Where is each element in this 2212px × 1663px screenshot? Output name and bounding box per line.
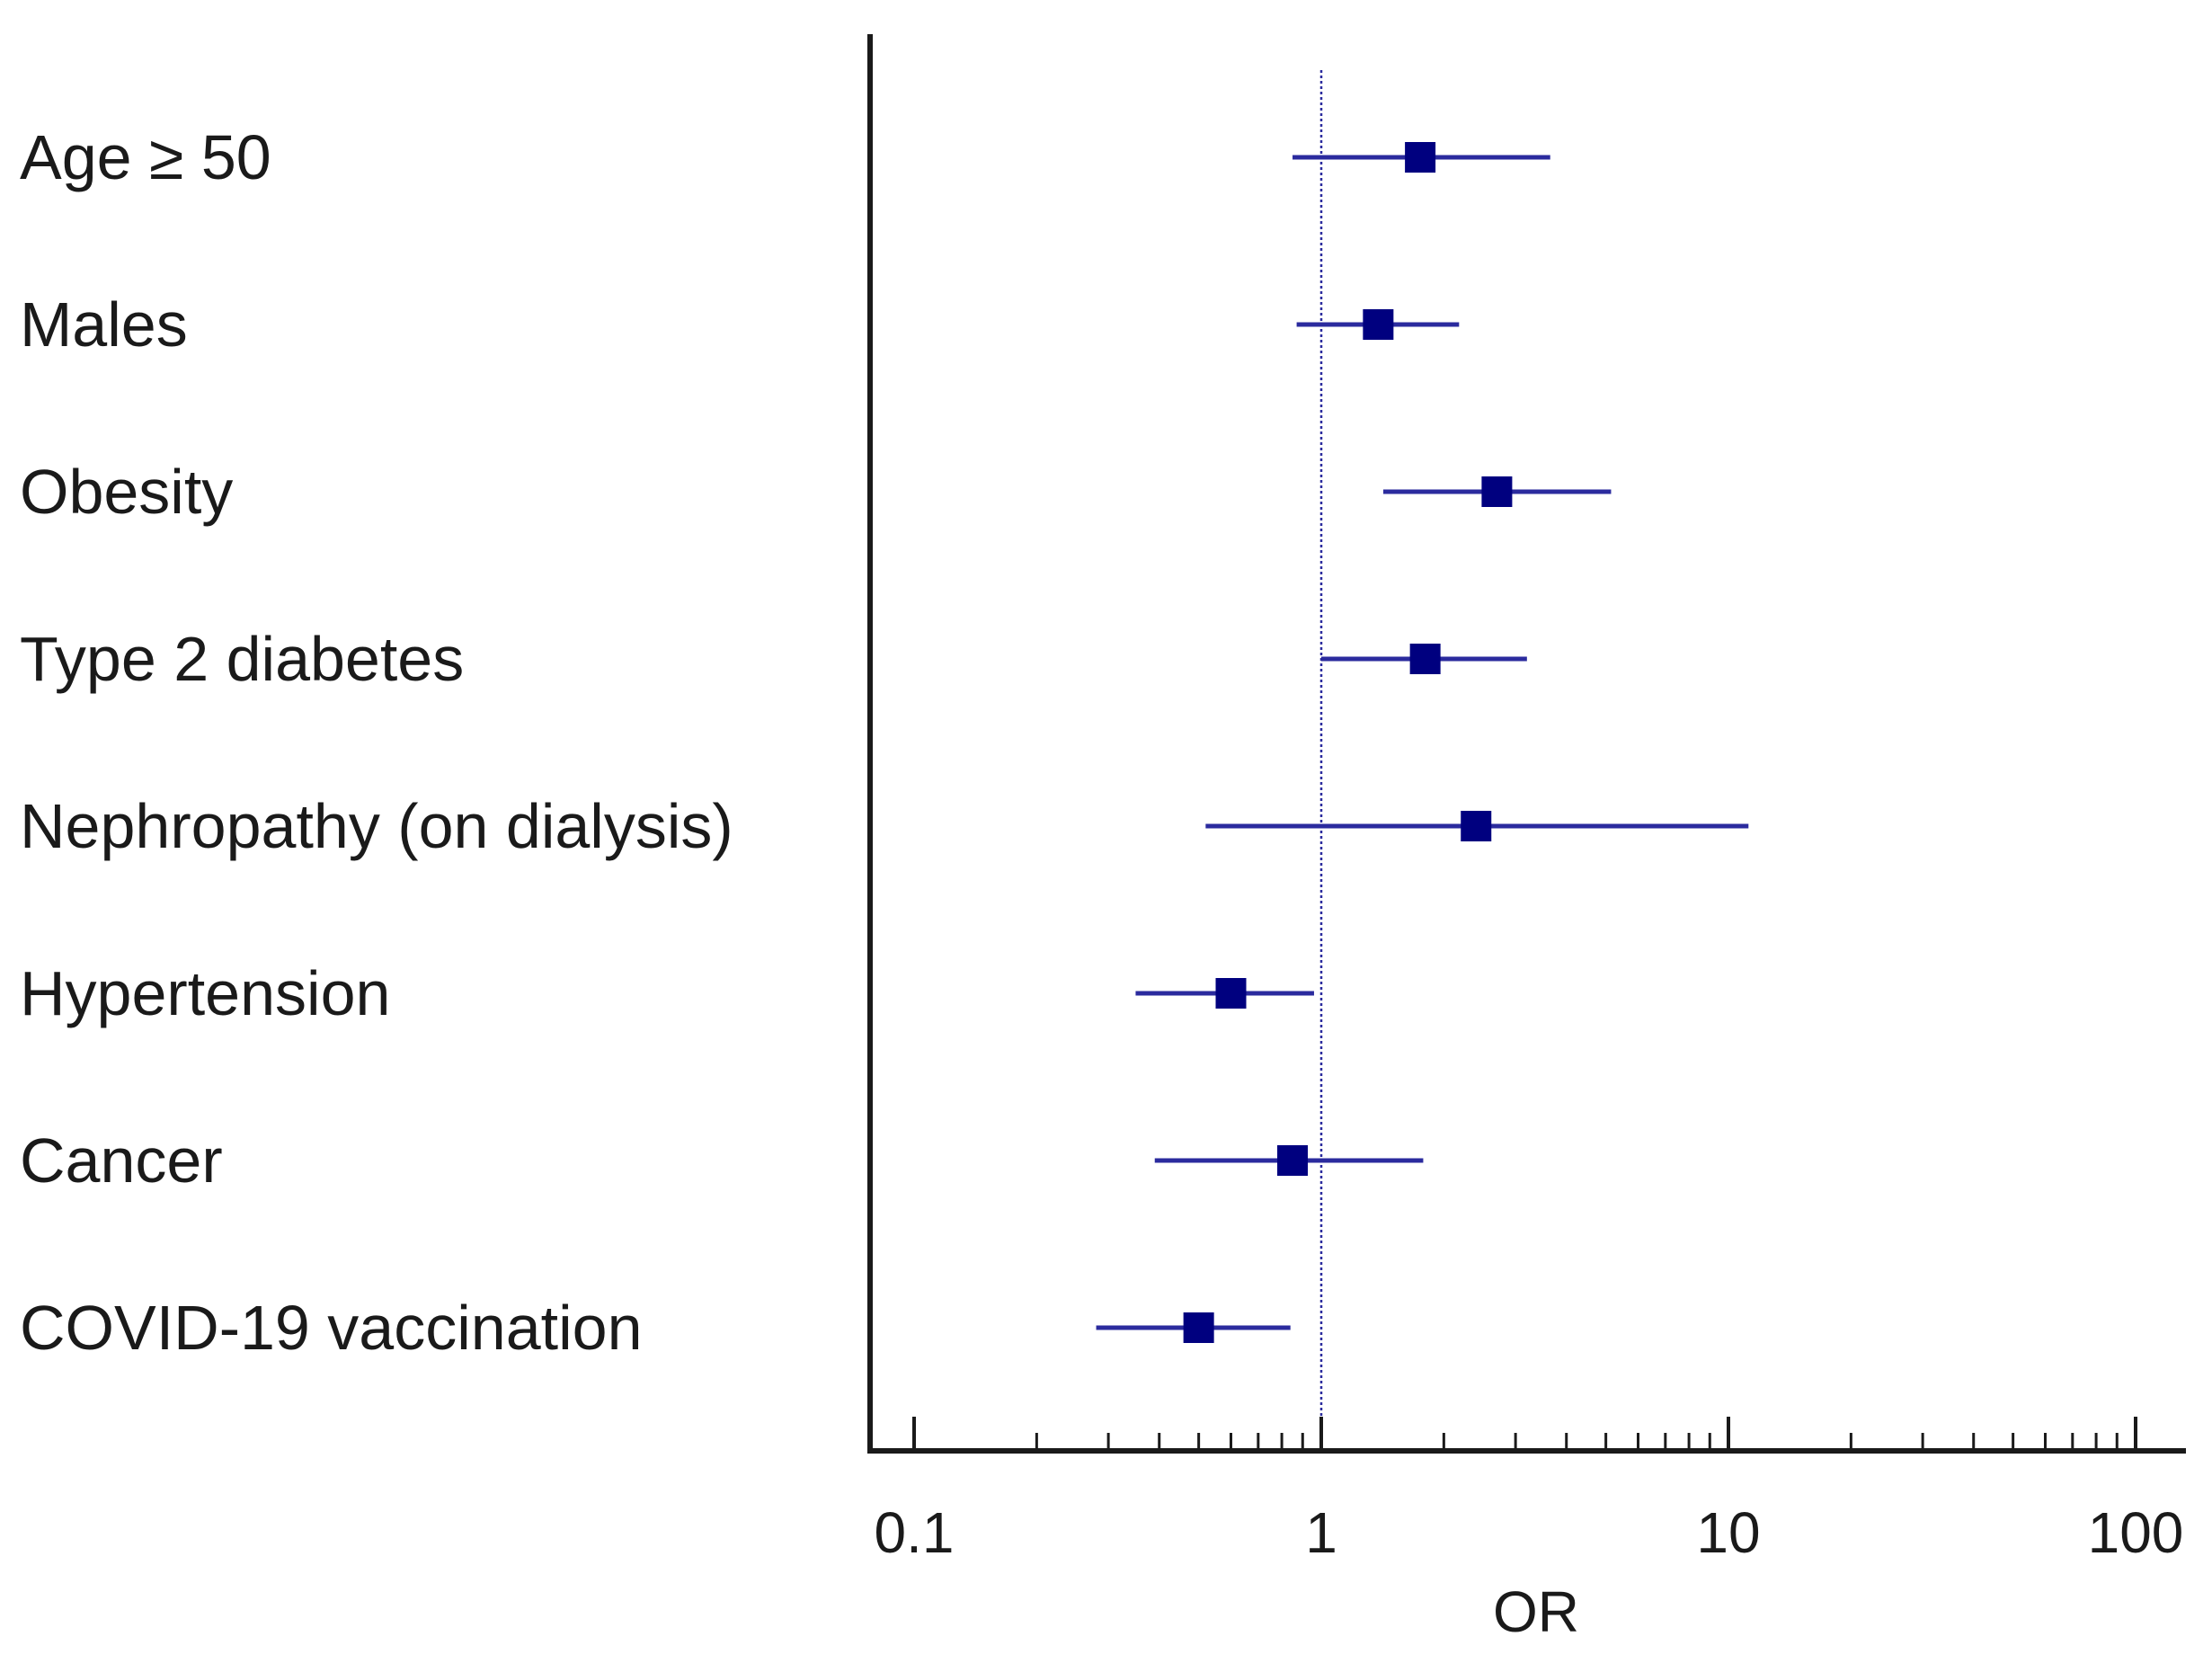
rows-layer: Age ≥ 50 Males Obesity Type 2 diabetes Nephr… — [20, 70, 1749, 1448]
or-marker — [1461, 811, 1492, 841]
forest-row: Hypertension — [20, 958, 1314, 1028]
tick-label: 10 — [1696, 1500, 1760, 1565]
tick-label: 0.1 — [875, 1500, 955, 1565]
tick-label: 1 — [1305, 1500, 1337, 1565]
row-label: Age ≥ 50 — [20, 122, 271, 192]
row-label: Obesity — [20, 457, 233, 527]
forest-row: Nephropathy (on dialysis) — [20, 791, 1749, 861]
row-label: Cancer — [20, 1125, 223, 1196]
or-marker — [1277, 1145, 1309, 1176]
forest-row: Males — [20, 289, 1460, 360]
row-label: Hypertension — [20, 958, 390, 1028]
forest-row: COVID-19 vaccination — [20, 1293, 1291, 1363]
or-marker — [1183, 1312, 1214, 1343]
or-marker — [1481, 476, 1513, 507]
ticks-layer: 0.1 1 10 100 — [875, 1417, 2184, 1565]
axes-layer: 0.1 1 10 100 OR — [867, 34, 2186, 1644]
or-marker — [1363, 309, 1394, 340]
forest-row: Cancer — [20, 1125, 1424, 1196]
row-label: Type 2 diabetes — [20, 624, 464, 694]
x-axis-title: OR — [1493, 1579, 1579, 1644]
forest-row: Age ≥ 50 — [20, 122, 1550, 192]
or-marker — [1215, 978, 1247, 1009]
tick-label: 100 — [2088, 1500, 2184, 1565]
forest-row: Type 2 diabetes — [20, 624, 1527, 694]
row-label: Nephropathy (on dialysis) — [20, 791, 733, 861]
forest-row: Obesity — [20, 457, 1612, 527]
row-label: COVID-19 vaccination — [20, 1293, 643, 1363]
or-marker — [1409, 644, 1441, 674]
or-marker — [1405, 142, 1436, 173]
row-label: Males — [20, 289, 188, 360]
